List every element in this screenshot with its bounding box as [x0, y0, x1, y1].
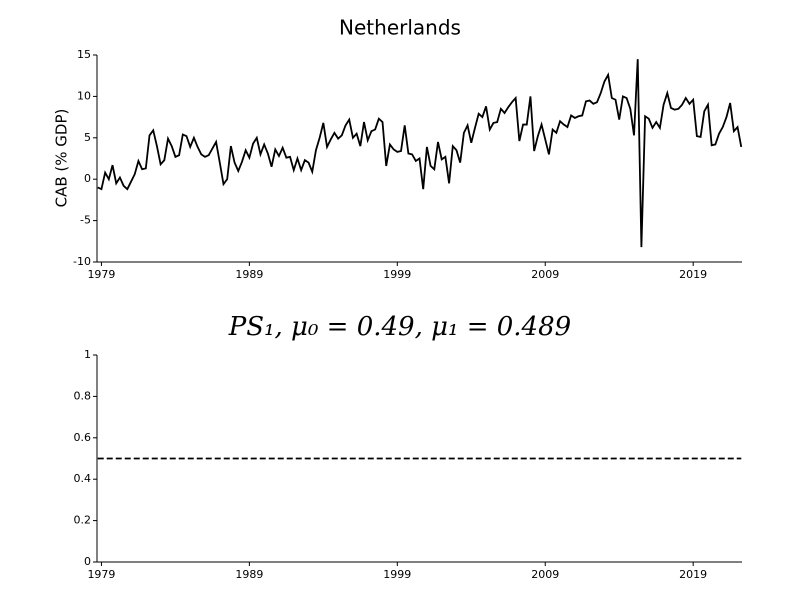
y-tick-label: 1 [84, 348, 91, 361]
x-tick-label: 2019 [679, 268, 707, 281]
y-tick-label: 0.4 [74, 472, 92, 485]
chart-title: Netherlands [339, 16, 461, 40]
x-tick-label: 1979 [87, 268, 115, 281]
y-tick-label: 5 [84, 131, 91, 144]
chart-title: PS₁, μ₀ = 0.49, μ₁ = 0.489 [228, 312, 571, 342]
x-tick-label: 1989 [235, 568, 263, 581]
x-tick-label: 2009 [531, 568, 559, 581]
y-tick-label: 0.8 [74, 389, 92, 402]
y-tick-label: 10 [77, 89, 91, 102]
y-tick-label: -10 [73, 255, 91, 268]
y-tick-label: 15 [77, 48, 91, 61]
y-tick-label: -5 [80, 214, 91, 227]
x-tick-label: 2019 [679, 568, 707, 581]
y-tick-label: 0 [84, 555, 91, 568]
x-tick-label: 1999 [383, 268, 411, 281]
y-tick-label: 0.6 [74, 431, 92, 444]
x-tick-label: 1989 [235, 268, 263, 281]
x-tick-label: 1999 [383, 568, 411, 581]
x-tick-label: 2009 [531, 268, 559, 281]
x-tick-label: 1979 [87, 568, 115, 581]
data-line [97, 59, 743, 248]
y-tick-label: 0.2 [74, 514, 92, 527]
y-axis-label: CAB (% GDP) [53, 109, 71, 208]
y-tick-label: 0 [84, 172, 91, 185]
